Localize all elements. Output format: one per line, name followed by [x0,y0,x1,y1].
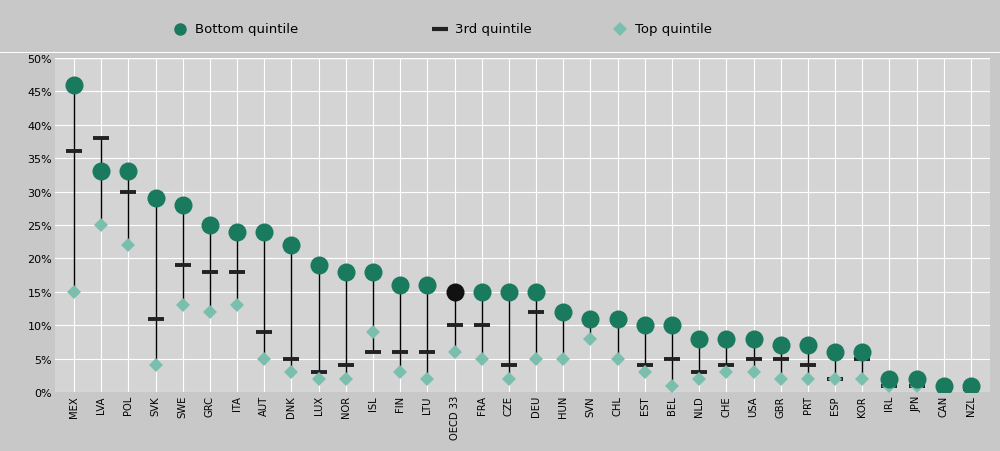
Text: Bottom quintile: Bottom quintile [195,23,298,36]
Text: Top quintile: Top quintile [635,23,712,36]
Text: 3rd quintile: 3rd quintile [455,23,532,36]
